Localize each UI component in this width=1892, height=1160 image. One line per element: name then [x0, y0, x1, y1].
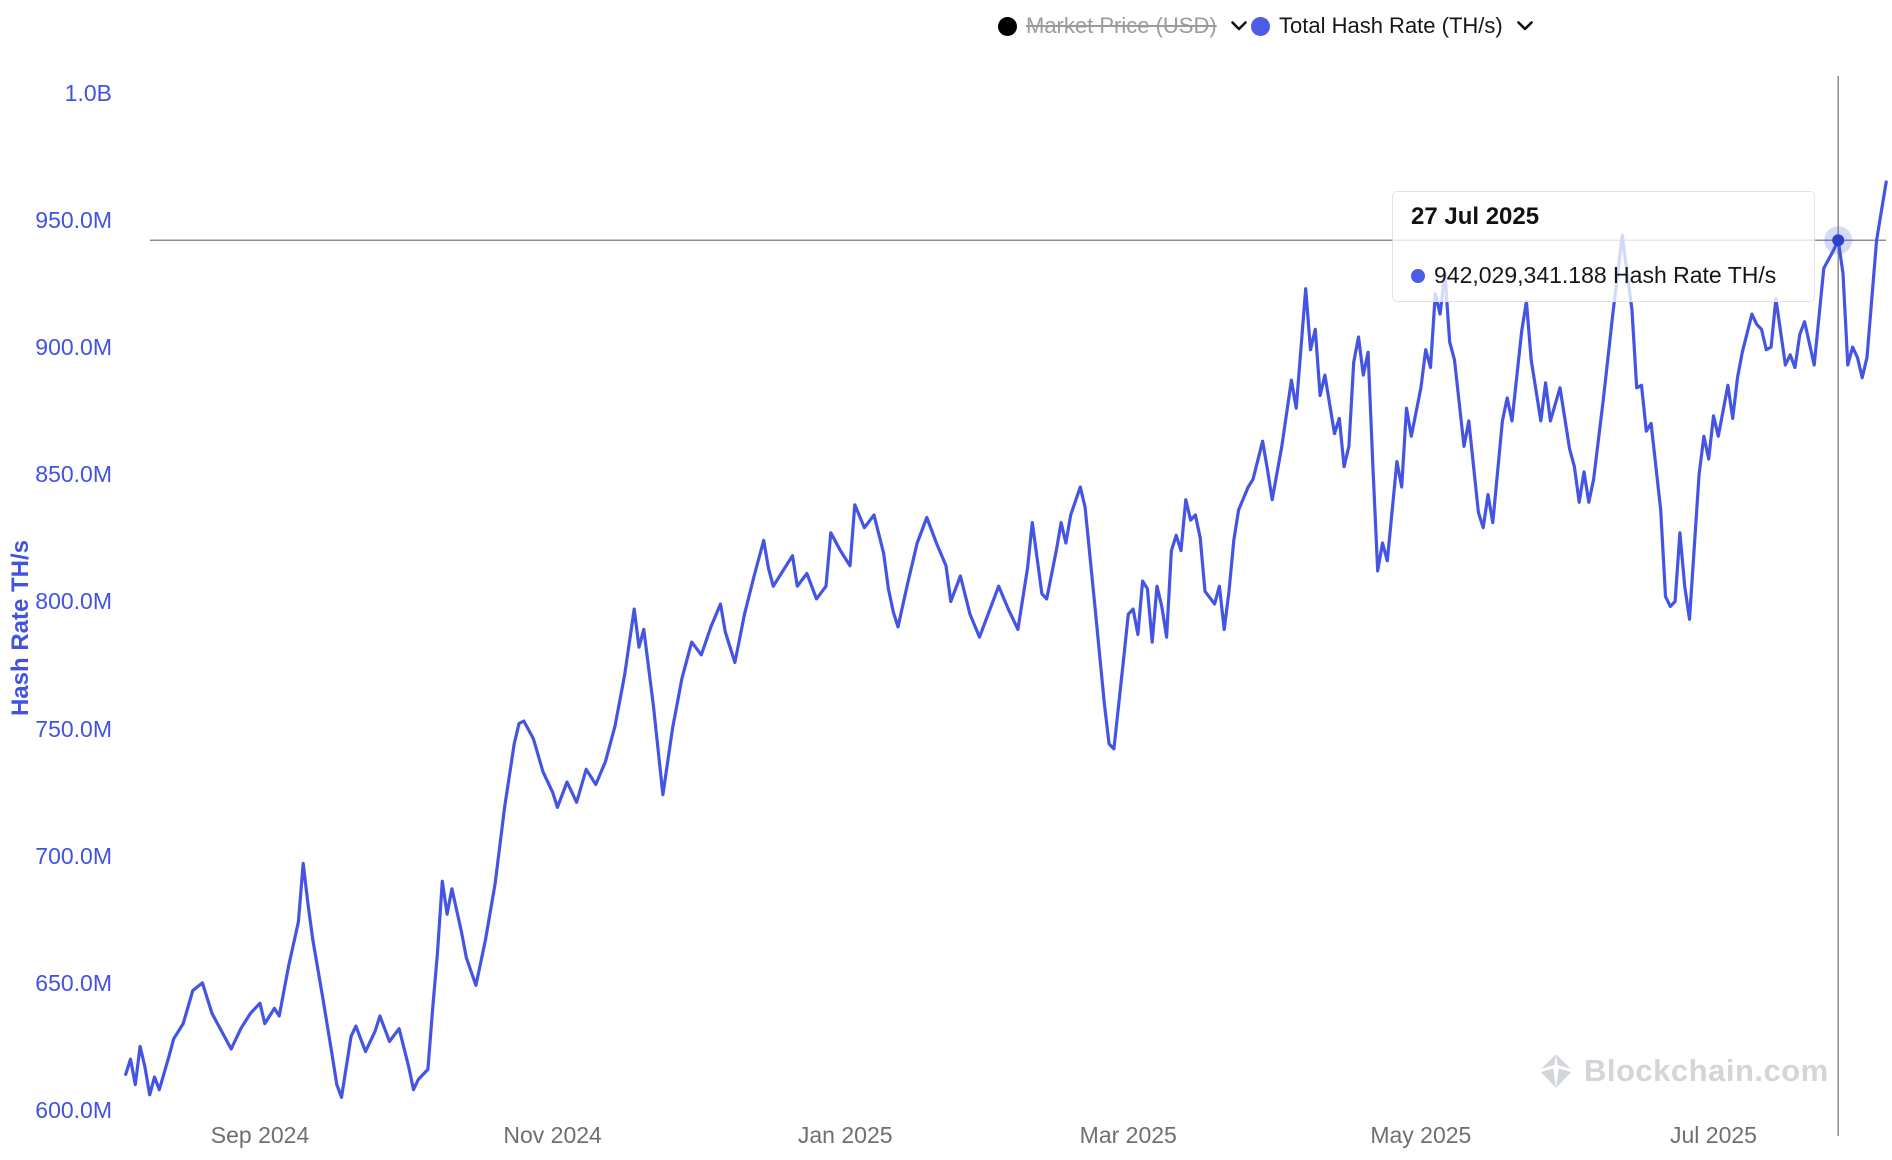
legend-label-total-hash-rate: Total Hash Rate (TH/s) [1279, 13, 1503, 38]
y-axis-tick-label: 900.0M [35, 334, 112, 361]
y-axis-tick-label: 950.0M [35, 207, 112, 233]
y-axis-tick-label: 600.0M [35, 1097, 112, 1124]
blockchain-logo-icon [1540, 1054, 1572, 1088]
y-axis-title: Hash Rate TH/s [7, 539, 34, 717]
market-price-series-dot-icon [998, 16, 1017, 36]
legend-item-market-price[interactable]: Market Price (USD) [998, 13, 1250, 39]
y-axis-tick-label: 700.0M [35, 842, 112, 869]
y-axis-tick-label: 1.0B [64, 79, 112, 106]
tooltip-date: 27 Jul 2025 [1411, 203, 1540, 230]
y-axis-tick-label: 850.0M [35, 461, 112, 488]
chevron-down-icon[interactable] [1514, 15, 1536, 37]
x-axis-tick-label: Jan 2025 [797, 1122, 893, 1148]
y-axis-tick-label: 650.0M [35, 969, 112, 996]
x-axis-tick-label: Mar 2025 [1079, 1122, 1177, 1148]
chevron-down-icon[interactable] [1228, 15, 1250, 37]
legend-item-total-hash-rate[interactable]: Total Hash Rate (TH/s) [1251, 13, 1536, 39]
x-axis-tick-label: May 2025 [1370, 1122, 1472, 1148]
x-axis-tick-label: Nov 2024 [503, 1122, 602, 1148]
tooltip-series-dot-icon [1411, 268, 1425, 283]
legend-label-market-price: Market Price (USD) [1026, 13, 1217, 38]
y-axis-tick-label: 800.0M [35, 588, 112, 615]
hash-rate-series-dot-icon [1251, 16, 1270, 36]
x-axis-tick-label: Sep 2024 [210, 1122, 310, 1148]
hover-point-marker [1832, 234, 1845, 247]
hash-rate-line-series [124, 180, 1888, 1099]
y-axis-tick-label: 750.0M [35, 715, 112, 742]
tooltip-value: 942,029,341.188 Hash Rate TH/s [1434, 262, 1777, 288]
blockchain-watermark: Blockchain.com [1538, 1053, 1829, 1089]
chart-tooltip: 27 Jul 2025 942,029,341.188 Hash Rate TH… [1392, 191, 1815, 302]
x-axis-tick-label: Jul 2025 [1670, 1122, 1757, 1148]
watermark-text: Blockchain.com [1584, 1053, 1829, 1088]
